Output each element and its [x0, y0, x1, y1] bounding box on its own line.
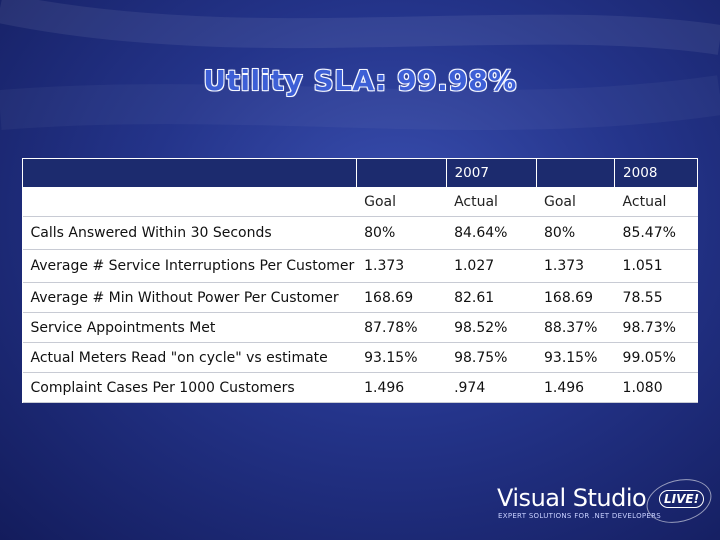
- row-label: Service Appointments Met: [22, 312, 357, 343]
- year-2008-header: 2008: [614, 158, 698, 188]
- header-blank-cell: [535, 158, 616, 188]
- subheader-goal-2008: Goal: [536, 187, 615, 217]
- cell-value: 168.69: [536, 282, 615, 313]
- table-row: Actual Meters Read "on cycle" vs estimat…: [22, 342, 698, 373]
- header-blank-cell: [22, 158, 357, 188]
- cell-value: 93.15%: [536, 342, 615, 373]
- visual-studio-live-logo: Visual Studio LIVE! EXPERT SOLUTIONS FOR…: [490, 472, 720, 530]
- table-row: Service Appointments Met 87.78% 98.52% 8…: [22, 312, 698, 343]
- row-label: Actual Meters Read "on cycle" vs estimat…: [22, 342, 357, 373]
- subheader-actual-2008: Actual: [614, 187, 698, 217]
- cell-value: 85.47%: [614, 216, 698, 250]
- row-label: Calls Answered Within 30 Seconds: [22, 216, 357, 250]
- cell-value: .974: [446, 372, 536, 403]
- cell-value: 82.61: [446, 282, 536, 313]
- table-row: Complaint Cases Per 1000 Customers 1.496…: [22, 372, 698, 403]
- cell-value: 1.496: [356, 372, 447, 403]
- cell-value: 99.05%: [614, 342, 698, 373]
- table-row: Average # Service Interruptions Per Cust…: [22, 249, 698, 283]
- logo-live-badge: LIVE!: [659, 490, 705, 508]
- cell-value: 1.373: [536, 249, 615, 283]
- cell-value: 88.37%: [536, 312, 615, 343]
- cell-value: 98.73%: [614, 312, 698, 343]
- row-label: Average # Min Without Power Per Customer: [22, 282, 357, 313]
- cell-value: 80%: [356, 216, 447, 250]
- cell-value: 1.080: [614, 372, 698, 403]
- cell-value: 84.64%: [446, 216, 536, 250]
- table-row: Average # Min Without Power Per Customer…: [22, 282, 698, 313]
- cell-value: 87.78%: [356, 312, 447, 343]
- year-header-row: 2007 2008: [22, 158, 698, 188]
- header-blank-cell: [355, 158, 447, 188]
- cell-value: 1.051: [614, 249, 698, 283]
- cell-value: 98.75%: [446, 342, 536, 373]
- subheader-actual-2007: Actual: [446, 187, 536, 217]
- cell-value: 98.52%: [446, 312, 536, 343]
- subheader-row: Goal Actual Goal Actual: [22, 187, 698, 217]
- cell-value: 80%: [536, 216, 615, 250]
- cell-value: 1.027: [446, 249, 536, 283]
- cell-value: 168.69: [356, 282, 447, 313]
- row-label: Complaint Cases Per 1000 Customers: [22, 372, 357, 403]
- slide-title: Utility SLA: 99.98%: [203, 64, 517, 97]
- logo-name: Visual Studio: [497, 484, 647, 512]
- cell-value: 1.373: [356, 249, 447, 283]
- row-label: Average # Service Interruptions Per Cust…: [22, 249, 357, 283]
- sla-table: 2007 2008 Goal Actual Goal Actual Calls …: [22, 158, 698, 403]
- subheader-blank-cell: [22, 187, 357, 217]
- cell-value: 78.55: [614, 282, 698, 313]
- year-2007-header: 2007: [445, 158, 537, 188]
- table-row: Calls Answered Within 30 Seconds 80% 84.…: [22, 216, 698, 250]
- subheader-goal-2007: Goal: [356, 187, 447, 217]
- cell-value: 1.496: [536, 372, 615, 403]
- cell-value: 93.15%: [356, 342, 447, 373]
- logo-tagline: EXPERT SOLUTIONS FOR .NET DEVELOPERS: [498, 512, 662, 520]
